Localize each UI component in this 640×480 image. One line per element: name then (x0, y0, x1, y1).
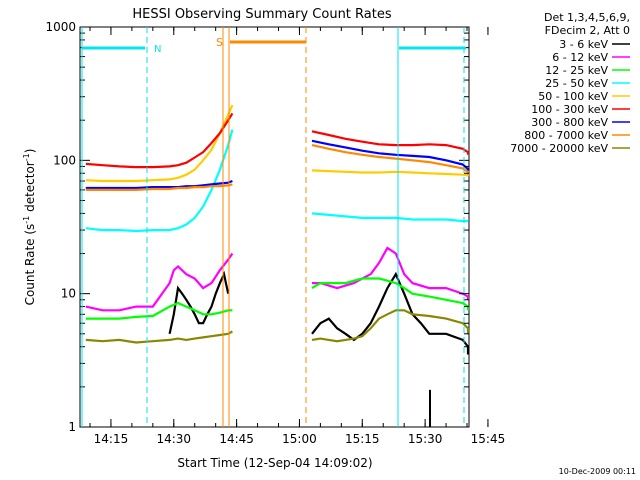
x-axis-label: Start Time (12-Sep-04 14:09:02) (177, 456, 372, 470)
x-tick-label: 14:45 (219, 432, 254, 446)
legend-label: 300 - 800 keV (531, 116, 608, 129)
chart-title: HESSI Observing Summary Count Rates (132, 7, 391, 22)
y-axis-label: Count Rate (s-1 detector-1) (22, 149, 37, 306)
y-tick-label: 1 (68, 420, 76, 434)
y-axis-label-end: ) (23, 149, 37, 154)
legend-label: 25 - 50 keV (545, 77, 608, 90)
y-axis: 1 10 100 1000 (45, 20, 469, 434)
series-line (311, 169, 470, 177)
series-line (85, 252, 234, 312)
legend-label: 3 - 6 keV (559, 38, 608, 51)
x-tick-label: 15:15 (345, 432, 380, 446)
x-tick-label: 14:15 (94, 432, 129, 446)
series-line (85, 183, 233, 191)
x-tick-label: 15:30 (408, 432, 443, 446)
attenuator-markers: NS (81, 27, 466, 427)
legend-label: 50 - 100 keV (538, 90, 608, 103)
legend-header: Det 1,3,4,5,6,9, (544, 11, 630, 24)
series-line (85, 330, 233, 344)
y-axis-label-sup1: -1 (22, 216, 31, 224)
y-tick-label: 10 (61, 287, 76, 301)
x-axis: 14:15 14:30 14:45 15:00 15:15 15:30 15:45 (89, 27, 506, 446)
series-line (311, 271, 470, 355)
plot-area (79, 26, 470, 428)
x-tick-label: 14:30 (156, 432, 191, 446)
series-line (311, 130, 470, 155)
series-line (85, 301, 233, 320)
y-axis-label-sup2: -1 (22, 153, 31, 161)
series-group (85, 104, 470, 355)
series-line (311, 139, 470, 172)
series-line (168, 270, 230, 335)
series-line (311, 212, 468, 223)
legend-header: FDecim 2, Att 0 (545, 24, 630, 37)
y-axis-label-mid: detector (23, 161, 37, 216)
series-line (311, 277, 470, 311)
x-tick-label: 15:45 (471, 432, 506, 446)
y-axis-label-main: Count Rate (s (23, 224, 37, 306)
legend-label: 100 - 300 keV (531, 103, 608, 116)
legend-label: 12 - 25 keV (545, 64, 608, 77)
legend-label: 6 - 12 keV (552, 51, 608, 64)
series-line (85, 129, 234, 233)
series-line (311, 309, 470, 343)
y-tick-label: 100 (53, 153, 76, 167)
timestamp: 10-Dec-2009 00:11 (559, 467, 636, 476)
marker-n: N (154, 44, 161, 55)
marker-s: S (216, 36, 223, 49)
legend: Det 1,3,4,5,6,9,FDecim 2, Att 03 - 6 keV… (510, 11, 630, 155)
legend-label: 7000 - 20000 keV (510, 142, 608, 155)
legend-label: 800 - 7000 keV (524, 129, 608, 142)
series-line (85, 179, 233, 190)
series-line (312, 246, 470, 300)
y-tick-label: 1000 (45, 20, 76, 34)
x-tick-label: 15:00 (282, 432, 317, 446)
series-line (85, 112, 234, 169)
